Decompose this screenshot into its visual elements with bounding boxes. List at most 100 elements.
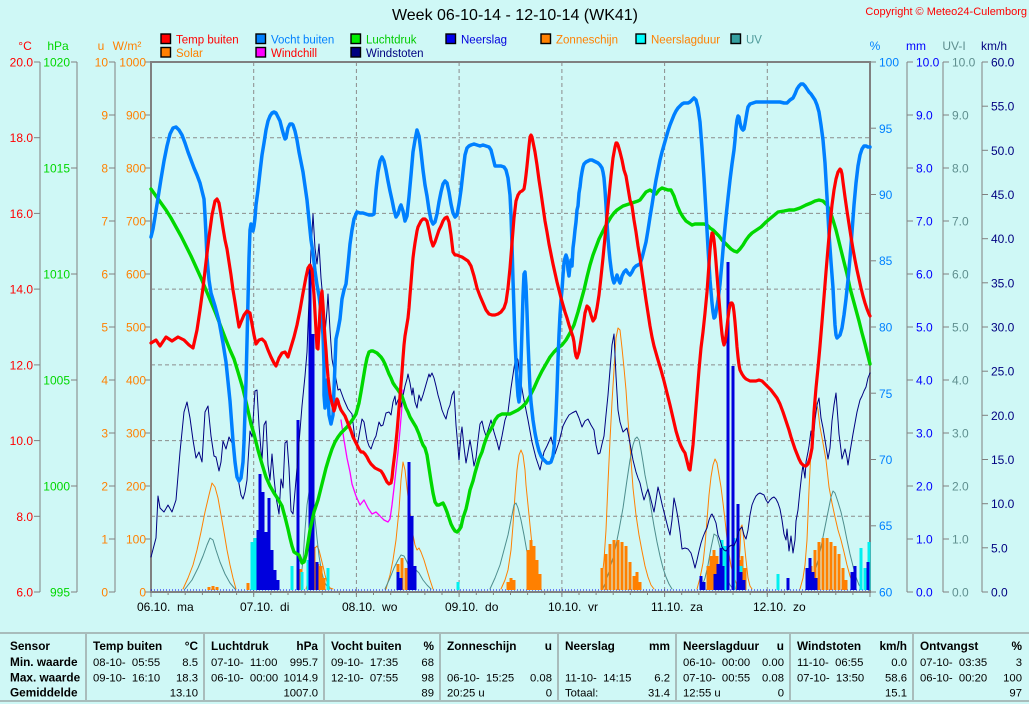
svg-text:20.0: 20.0 (10, 56, 34, 70)
svg-text:Zonneschijn: Zonneschijn (447, 639, 516, 653)
svg-text:08-10- 05:55: 08-10- 05:55 (93, 657, 160, 669)
svg-text:900: 900 (126, 109, 146, 123)
svg-text:3.0: 3.0 (916, 427, 933, 441)
svg-text:70: 70 (879, 453, 893, 467)
svg-text:60.0: 60.0 (991, 56, 1015, 70)
svg-text:u: u (777, 639, 784, 653)
svg-text:Totaal:: Totaal: (565, 688, 598, 700)
svg-text:1010: 1010 (43, 268, 70, 282)
svg-text:Ontvangst: Ontvangst (920, 639, 978, 653)
svg-text:UV-I: UV-I (942, 39, 965, 53)
svg-text:9: 9 (101, 109, 108, 123)
svg-text:15.0: 15.0 (991, 453, 1015, 467)
svg-text:0.0: 0.0 (991, 586, 1008, 600)
svg-text:10: 10 (95, 56, 109, 70)
svg-text:5: 5 (101, 321, 108, 335)
svg-text:20.0: 20.0 (991, 409, 1015, 423)
svg-text:07-10- 11:00: 07-10- 11:00 (211, 657, 277, 669)
svg-text:10.10. vr: 10.10. vr (548, 600, 598, 614)
svg-text:100: 100 (126, 533, 146, 547)
svg-text:8.0: 8.0 (16, 510, 33, 524)
svg-text:Windchill: Windchill (271, 48, 317, 60)
svg-text:1007.0: 1007.0 (283, 688, 318, 700)
svg-text:06-10- 15:25: 06-10- 15:25 (447, 673, 514, 685)
svg-text:Copyright © Meteo24-Culemborg: Copyright © Meteo24-Culemborg (865, 6, 1027, 18)
svg-text:Sensor: Sensor (10, 639, 50, 653)
svg-text:600: 600 (126, 268, 146, 282)
svg-text:8: 8 (101, 162, 108, 176)
svg-text:Solar: Solar (176, 48, 203, 60)
svg-text:100: 100 (1003, 673, 1022, 685)
svg-text:3.0: 3.0 (952, 427, 969, 441)
svg-text:3: 3 (1016, 657, 1022, 669)
svg-text:07-10- 13:50: 07-10- 13:50 (797, 673, 864, 685)
svg-text:Neerslag: Neerslag (461, 35, 507, 47)
svg-text:km/h: km/h (879, 639, 907, 653)
svg-text:Temp buiten: Temp buiten (176, 35, 239, 47)
svg-text:300: 300 (126, 427, 146, 441)
svg-text:4: 4 (101, 374, 108, 388)
svg-text:8.5: 8.5 (182, 657, 198, 669)
svg-text:14.0: 14.0 (10, 283, 34, 297)
svg-text:Temp buiten: Temp buiten (93, 639, 162, 653)
svg-text:°C: °C (185, 639, 199, 653)
svg-text:Week 06-10-14 - 12-10-14 (WK41: Week 06-10-14 - 12-10-14 (WK41) (392, 7, 638, 24)
svg-text:1015: 1015 (43, 162, 70, 176)
svg-text:6.0: 6.0 (16, 586, 33, 600)
svg-text:6.2: 6.2 (654, 673, 670, 685)
svg-text:7.0: 7.0 (916, 215, 933, 229)
svg-text:0: 0 (139, 586, 146, 600)
svg-text:1000: 1000 (43, 480, 70, 494)
svg-text:Neerslagduur: Neerslagduur (651, 35, 720, 47)
svg-text:30.0: 30.0 (991, 321, 1015, 335)
svg-text:09.10. do: 09.10. do (445, 600, 499, 614)
svg-text:1: 1 (101, 533, 108, 547)
svg-text:2.0: 2.0 (916, 480, 933, 494)
svg-text:800: 800 (126, 162, 146, 176)
svg-text:Neerslag: Neerslag (565, 639, 615, 653)
svg-text:06-10- 00:20: 06-10- 00:20 (920, 673, 987, 685)
svg-text:9.0: 9.0 (916, 109, 933, 123)
svg-text:100: 100 (879, 56, 899, 70)
svg-text:0.00: 0.00 (762, 657, 784, 669)
svg-text:68: 68 (421, 657, 434, 669)
svg-text:06-10- 00:00: 06-10- 00:00 (683, 657, 750, 669)
svg-text:hPa: hPa (47, 39, 69, 53)
svg-text:10.0: 10.0 (991, 497, 1015, 511)
svg-text:Vocht buiten: Vocht buiten (271, 35, 334, 47)
svg-text:0.08: 0.08 (530, 673, 552, 685)
svg-text:Neerslagduur: Neerslagduur (683, 639, 759, 653)
svg-text:08.10. wo: 08.10. wo (342, 600, 398, 614)
svg-text:80: 80 (879, 321, 893, 335)
svg-text:0.08: 0.08 (762, 673, 784, 685)
svg-text:98: 98 (421, 673, 434, 685)
svg-text:0.0: 0.0 (952, 586, 969, 600)
svg-text:W/m²: W/m² (113, 39, 142, 53)
svg-text:u: u (545, 639, 552, 653)
svg-text:UV: UV (746, 35, 762, 47)
svg-text:mm: mm (649, 639, 670, 653)
svg-text:Windstoten: Windstoten (366, 48, 424, 60)
svg-text:0: 0 (101, 586, 108, 600)
svg-text:3: 3 (101, 427, 108, 441)
svg-text:65: 65 (879, 519, 893, 533)
svg-text:Luchtdruk: Luchtdruk (366, 35, 417, 47)
svg-text:10.0: 10.0 (916, 56, 940, 70)
svg-text:%: % (424, 639, 435, 653)
svg-text:50.0: 50.0 (991, 144, 1015, 158)
svg-text:1.0: 1.0 (952, 533, 969, 547)
svg-text:45.0: 45.0 (991, 188, 1015, 202)
svg-text:5.0: 5.0 (952, 321, 969, 335)
svg-text:5.0: 5.0 (916, 321, 933, 335)
svg-text:°C: °C (18, 39, 32, 53)
svg-text:31.4: 31.4 (648, 688, 670, 700)
svg-text:4.0: 4.0 (952, 374, 969, 388)
svg-text:89: 89 (421, 688, 434, 700)
svg-text:60: 60 (879, 586, 893, 600)
svg-text:995.7: 995.7 (290, 657, 318, 669)
svg-text:11-10- 06:55: 11-10- 06:55 (797, 657, 863, 669)
svg-text:8.0: 8.0 (916, 162, 933, 176)
svg-text:09-10- 16:10: 09-10- 16:10 (93, 673, 160, 685)
svg-text:1014.9: 1014.9 (283, 673, 318, 685)
svg-text:58.6: 58.6 (885, 673, 907, 685)
